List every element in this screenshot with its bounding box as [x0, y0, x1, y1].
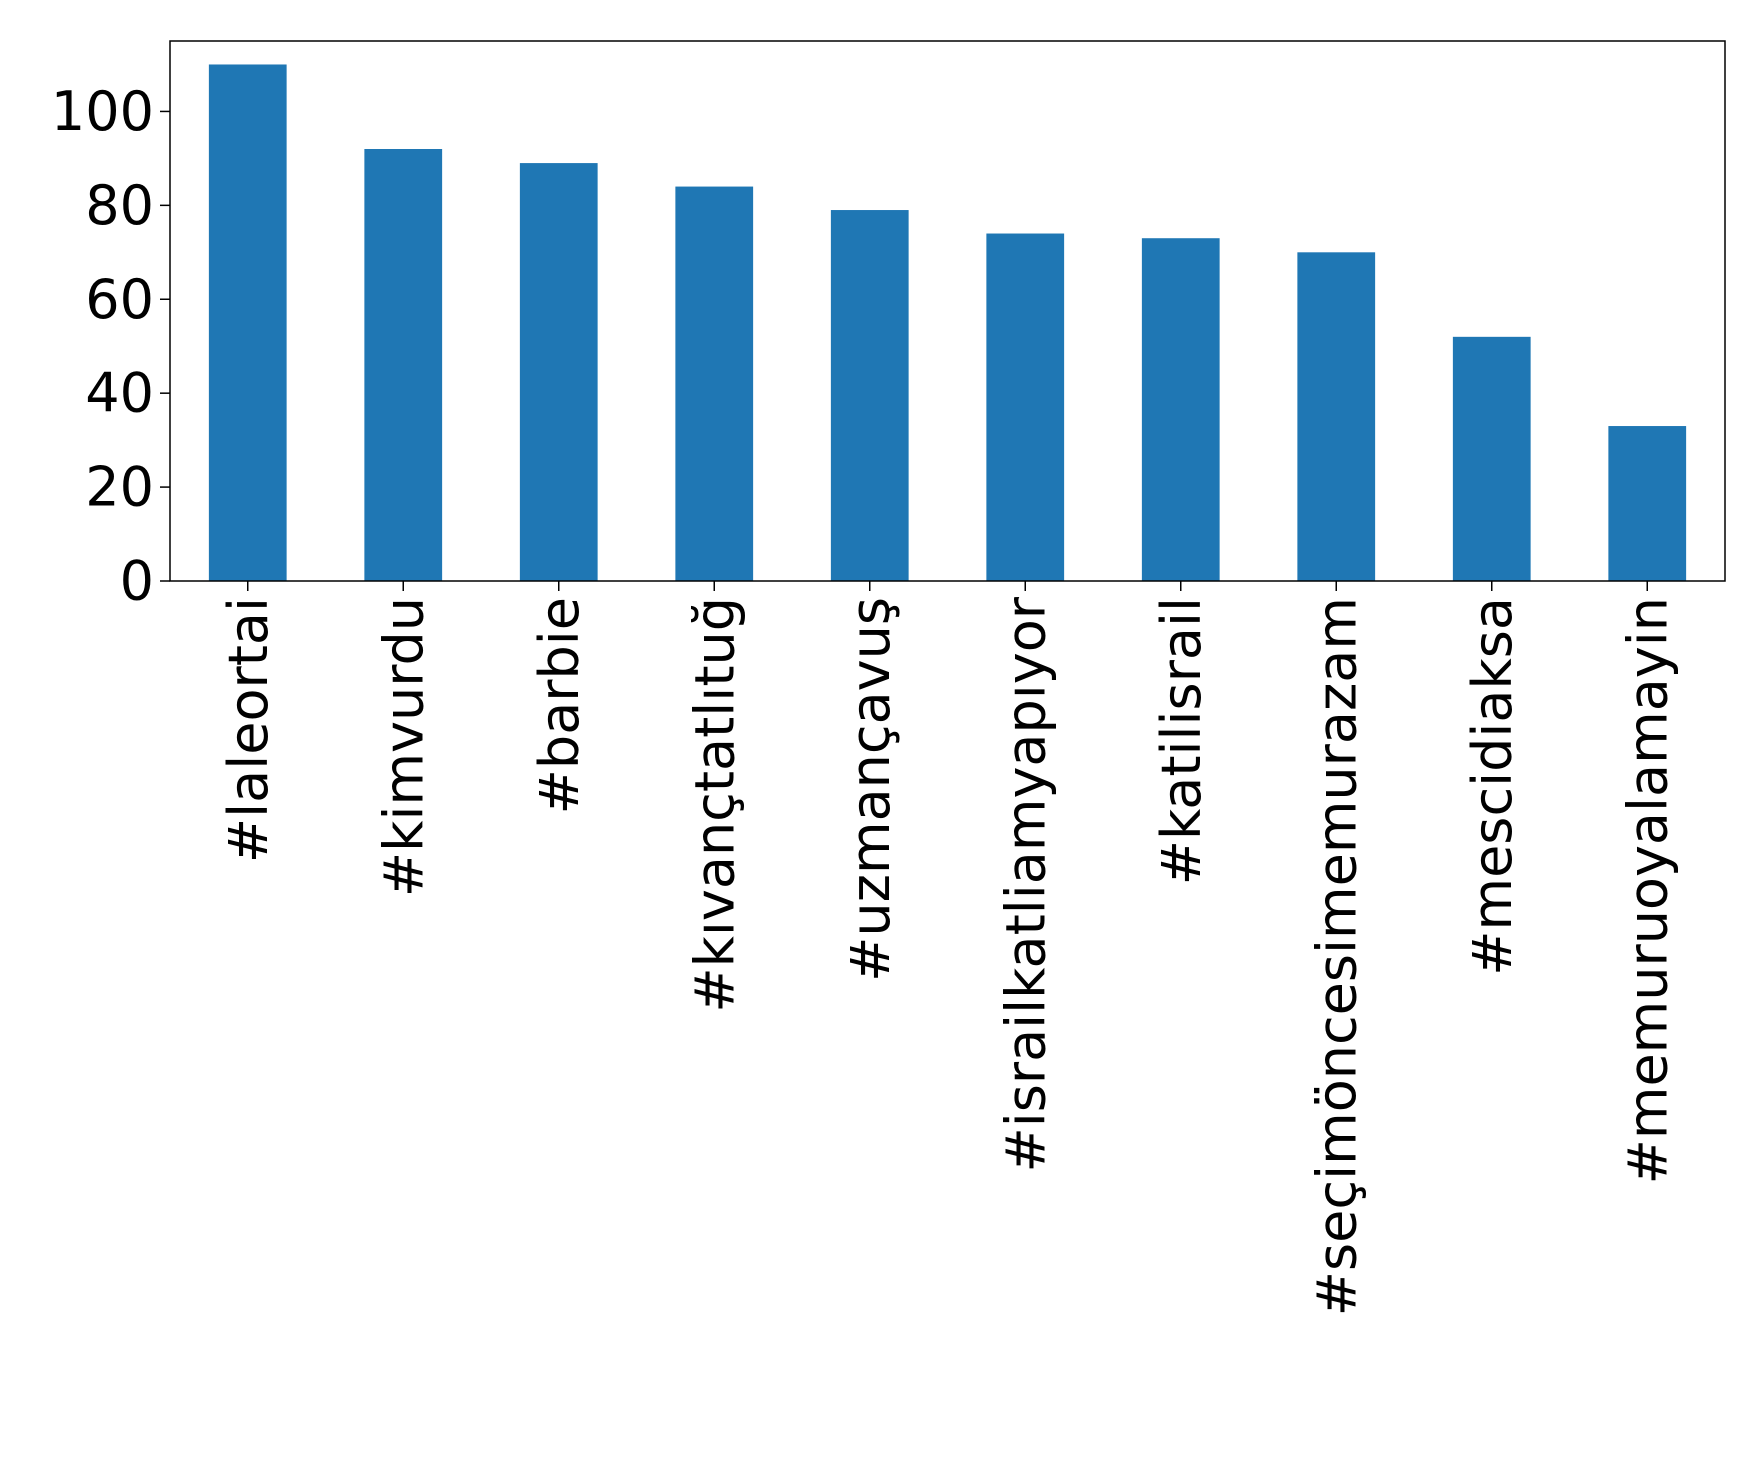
y-tick-label: 40: [85, 362, 154, 425]
bar: [830, 210, 909, 582]
x-tick-label: #kıvançtatlıtuğ: [683, 597, 746, 1013]
x-tick-label: #barbie: [528, 597, 591, 814]
x-tick-label: #laleortai: [217, 597, 280, 863]
bar: [1452, 336, 1531, 581]
x-tick-label: #kimvurdu: [372, 597, 435, 897]
y-tick-label: 80: [85, 174, 154, 237]
bar: [1608, 426, 1687, 581]
y-tick-label: 100: [51, 80, 154, 143]
bar: [208, 64, 287, 581]
bar: [519, 163, 598, 581]
x-tick-label: #katilisrail: [1150, 597, 1213, 885]
y-tick-label: 60: [85, 268, 154, 331]
x-tick-label: #uzmançavuş: [839, 597, 902, 982]
bar: [675, 186, 754, 581]
y-tick-label: 20: [85, 456, 154, 519]
x-tick-label: #mescidiaksa: [1461, 597, 1524, 976]
bar: [364, 149, 443, 581]
x-tick-label: #memuruoyalamayin: [1616, 597, 1679, 1184]
y-axis: 0 20 40 60 80 100: [51, 80, 170, 613]
x-axis: #laleortai #kimvurdu #barbie #kıvançtatlıtu…: [217, 581, 1679, 1316]
bar: [1297, 252, 1376, 581]
bar: [1141, 238, 1220, 581]
x-tick-label: #israilkatliamyapıyor: [994, 596, 1057, 1172]
x-tick-label: #seçimöncesimemurazam: [1305, 597, 1368, 1316]
bars-layer: [208, 64, 1687, 582]
plot-frame: [169, 40, 1726, 582]
y-tick-label: 0: [120, 550, 154, 613]
bar: [986, 233, 1065, 582]
